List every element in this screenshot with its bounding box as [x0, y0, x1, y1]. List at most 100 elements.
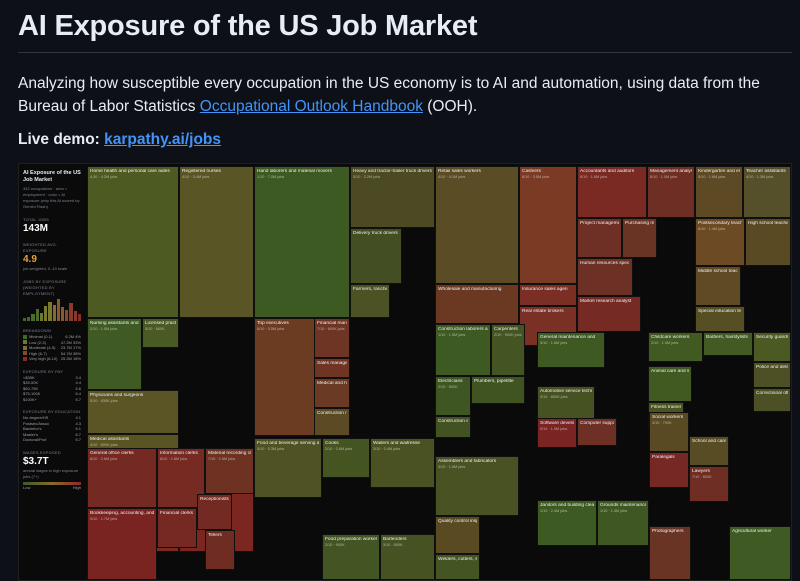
demo-screenshot: AI Exposure of the US Job Market 342 occ… — [18, 163, 792, 581]
treemap-tile[interactable]: Kindergarten and elemen5/10 · 1.6M jobs — [695, 166, 743, 218]
tile-sublabel: 8/10 · 2.6M jobs — [90, 456, 118, 461]
treemap-tile[interactable]: Quality control insp — [435, 516, 480, 554]
tile-label: Nursing assistants and ord — [90, 321, 139, 326]
treemap-tile[interactable]: Food and beverage serving and relate3/10… — [254, 438, 322, 498]
treemap-tile[interactable]: Registered nurses 4/10 · 3.4M jobs — [179, 166, 254, 318]
treemap-tile[interactable]: Insurance sales agen — [519, 284, 577, 306]
treemap-tile[interactable]: Physicians and surgeons 5/10 · 830K jobs — [87, 390, 179, 434]
treemap-tile[interactable]: Project management sp — [577, 218, 622, 258]
treemap-tile[interactable]: Police and detectiv — [753, 362, 791, 388]
treemap-tile[interactable]: Construction mana — [314, 408, 350, 436]
sb-breakdown-row: Minimal (0-1) 6.2M 4% — [23, 334, 81, 340]
treemap-tile[interactable]: Computer support — [577, 418, 617, 446]
treemap-tile[interactable]: Accountants and auditors 8/10 · 1.6M jobs — [577, 166, 647, 218]
legend-low: Low — [23, 484, 31, 490]
row-label: No degree/HS — [23, 415, 49, 420]
treemap-tile[interactable]: Security guards and gambling su — [753, 332, 791, 362]
sb-pay-row: $100K+ 6.7 — [23, 397, 81, 403]
treemap-tile[interactable]: Postsecondary teachers6/10 · 1.4M jobs — [695, 218, 745, 266]
tile-sublabel: 8/10 · 1.6M jobs — [580, 174, 608, 179]
row-value: 6.7 — [75, 431, 81, 437]
ooh-link[interactable]: Occupational Outlook Handbook — [199, 98, 423, 115]
treemap-tile[interactable]: Agricultural worker — [729, 526, 791, 580]
treemap-tile[interactable]: Grounds maintenance 1/10 · 1.3M jobs — [597, 500, 649, 546]
treemap-tile[interactable]: Barbers, hairstylists — [703, 332, 753, 356]
tile-label: Social workers — [652, 415, 684, 420]
treemap-tile[interactable]: Cashiers 6/10 · 3.5M jobs — [519, 166, 577, 284]
tile-sublabel: 7/10 · 800K — [692, 474, 712, 479]
treemap-tile[interactable]: High school teachers — [745, 218, 791, 266]
treemap-tile[interactable]: Tellers — [205, 530, 235, 570]
treemap-tile[interactable]: Heavy and tractor-trailer truck drivers 3… — [350, 166, 435, 228]
treemap-tile[interactable]: Home health and personal care aides 4,30 … — [87, 166, 179, 318]
treemap-tile[interactable]: Paralegals — [649, 452, 689, 488]
treemap-tile[interactable]: Animal care and se — [648, 366, 692, 402]
treemap-tile[interactable]: Nursing assistants and ord2/10 · 1.5M jo… — [87, 318, 142, 390]
treemap-tile[interactable]: Waiters and waitresse 3/10 · 2.4M jobs — [370, 438, 435, 488]
treemap-tile[interactable]: Bartenders 3/10 · 800K — [380, 534, 435, 580]
treemap-tile[interactable]: Management analysts8/10 · 1.0M jobs — [647, 166, 695, 218]
treemap-tile[interactable]: Human resources spec — [577, 258, 633, 296]
treemap-tile[interactable]: Teacher assistants 4/10 · 1.3M jobs — [743, 166, 791, 218]
treemap-tile[interactable]: Bookkeeping, accounting, and aud9/10 · 1… — [87, 508, 157, 580]
treemap-tile[interactable]: Construction laborers and help1/10 · 1.5… — [435, 324, 491, 376]
tile-label: Teacher assistants — [746, 169, 786, 174]
treemap-tile[interactable]: Plumbers, pipefitte — [471, 376, 525, 404]
treemap-tile[interactable]: Social workers 4/10 · 700K — [649, 412, 689, 452]
treemap-tile[interactable]: Carpenters 2/10 · 900K jobs — [491, 324, 525, 376]
treemap-tile[interactable]: Wholesale and manufacturing — [435, 284, 519, 324]
treemap-tile[interactable]: Cooks 2/10 · 2.6M jobs — [322, 438, 370, 478]
treemap-tile[interactable]: Material recording clerks7/10 · 1.5M job… — [205, 448, 254, 494]
tile-label: Human resources spec — [580, 261, 630, 266]
treemap-tile[interactable]: Photographers — [649, 526, 691, 580]
treemap-tile[interactable]: Special education te — [695, 306, 745, 332]
row-value: 6.2M 4% — [65, 334, 81, 339]
treemap-tile[interactable]: Receptionists — [197, 494, 232, 530]
treemap-tile[interactable]: Market research analyst — [577, 296, 641, 332]
wages-label: WAGES EXPOSED — [23, 449, 61, 455]
treemap-tile[interactable]: Assemblers and fabricators 3/10 · 1.9M jo… — [435, 456, 519, 516]
treemap-tile[interactable]: General office clerks 8/10 · 2.6M jobs — [87, 448, 157, 508]
treemap-tile[interactable]: Lawyers 7/10 · 800K — [689, 466, 729, 502]
treemap-tile[interactable]: Licensed practical3/10 · 660K — [142, 318, 179, 348]
treemap-tile[interactable]: Middle school teach — [695, 266, 741, 306]
treemap-tile[interactable]: Janitors and building cleaners1/10 · 2.4… — [537, 500, 597, 546]
sb-edu-row: Doctoral/Prof 6.7 — [23, 437, 81, 443]
treemap-tile[interactable]: Retail sales workers 4/10 · 4.1M jobs — [435, 166, 519, 284]
treemap-tile[interactable]: Childcare workers 2/10 · 1.0M jobs — [648, 332, 703, 362]
readme-description: Analyzing how susceptible every occupati… — [18, 72, 798, 118]
treemap-tile[interactable]: Welders, cutters, s — [435, 554, 480, 580]
histogram-bar — [48, 301, 52, 321]
treemap-tile[interactable]: Food preparation worker 2/10 · 900K — [322, 534, 380, 580]
treemap-tile[interactable]: Software developers9/10 · 1.9M jobs — [537, 418, 577, 448]
breakdown-label: BREAKDOWN — [23, 328, 52, 333]
treemap-tile[interactable]: Purchasing manage — [622, 218, 657, 258]
tile-sublabel: 1/10 · 1.3M jobs — [600, 508, 628, 513]
treemap-tile[interactable]: Construction equip — [435, 416, 471, 438]
description-text: Analyzing how susceptible every occupati… — [18, 75, 760, 115]
sb-breakdown-row: High (6-7) 54.7M 38% — [23, 351, 81, 357]
weighted-exposure-note: job-weighted, 0–10 scale — [23, 266, 68, 271]
treemap-tile[interactable]: Correctional office — [753, 388, 791, 412]
histogram-bar — [77, 314, 82, 321]
treemap-tile[interactable]: General maintenance and 3/10 · 1.6M jobs — [537, 332, 605, 368]
treemap-tile[interactable]: Farmers, ranchers, a — [350, 284, 390, 318]
treemap-tile[interactable]: Hand laborers and material movers 1/10 · … — [254, 166, 350, 318]
tile-label: Real estate brokers — [522, 309, 564, 314]
wages-value: $3.7T — [23, 455, 49, 467]
tile-sublabel: 4,30 · 4.2M jobs — [90, 174, 118, 179]
treemap-tile[interactable]: Medical and health — [314, 378, 350, 408]
treemap-tile[interactable]: Financial managers7/10 · 800K jobs — [314, 318, 350, 358]
tile-label: General office clerks — [90, 451, 134, 456]
tile-label: Home health and personal care aides — [90, 169, 170, 174]
tile-sublabel: 2/10 · 900K — [325, 542, 345, 547]
swatch-icon — [23, 345, 27, 350]
treemap-tile[interactable]: Financial clerks — [157, 508, 197, 548]
treemap-tile[interactable]: Delivery truck drivers and — [350, 228, 402, 284]
treemap-tile[interactable]: Sales managers — [314, 358, 350, 378]
live-demo-link[interactable]: karpathy.ai/jobs — [104, 131, 222, 148]
color-legend: Low High — [23, 485, 81, 491]
treemap-tile[interactable]: School and career — [689, 436, 729, 466]
tile-sublabel: 4/10 · 3.4M jobs — [182, 174, 210, 179]
treemap-tile[interactable]: Electricians 2/10 · 800K — [435, 376, 471, 416]
